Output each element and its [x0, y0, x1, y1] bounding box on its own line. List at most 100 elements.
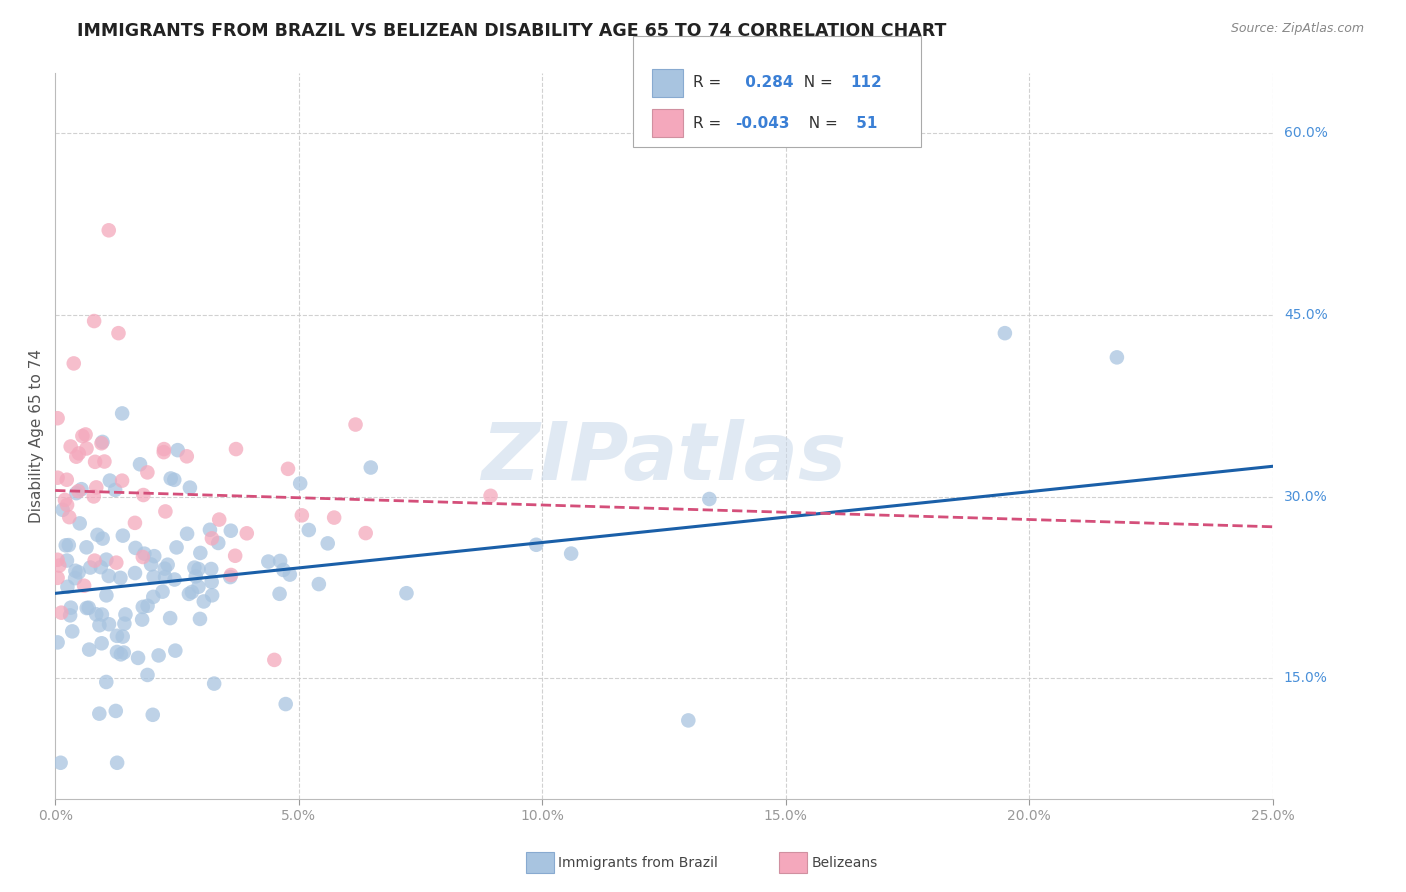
Point: [208, 512, 231, 526]
Text: 45.0%: 45.0%: [1284, 308, 1327, 322]
Point: [104, 483, 127, 497]
Point: [479, 489, 502, 503]
Point: [188, 546, 211, 560]
Point: [183, 560, 205, 574]
Point: [560, 547, 582, 561]
Point: [354, 526, 377, 541]
Point: [153, 561, 176, 575]
Point: [142, 590, 165, 604]
Point: [152, 445, 174, 459]
Point: [187, 580, 209, 594]
Point: [84, 455, 107, 469]
Point: [63, 571, 86, 585]
Point: [105, 645, 128, 659]
Point: [274, 697, 297, 711]
Point: [678, 714, 700, 728]
Point: [76, 601, 98, 615]
Point: [193, 594, 215, 608]
Point: [52, 503, 75, 517]
Point: [219, 524, 242, 538]
Point: [46, 635, 69, 649]
Point: [105, 756, 128, 770]
Point: [104, 704, 127, 718]
Point: [153, 570, 176, 584]
Point: [58, 538, 80, 552]
Point: [136, 466, 159, 480]
Point: [111, 406, 134, 420]
Point: [49, 756, 72, 770]
Point: [77, 642, 100, 657]
Point: [110, 648, 132, 662]
Point: [59, 608, 82, 623]
Point: [46, 411, 69, 425]
Point: [124, 516, 146, 530]
Point: [1105, 351, 1128, 365]
Text: 30.0%: 30.0%: [1284, 490, 1327, 503]
Point: [360, 460, 382, 475]
Point: [114, 607, 136, 622]
Point: [132, 488, 155, 502]
Point: [198, 523, 221, 537]
Text: Source: ZipAtlas.com: Source: ZipAtlas.com: [1230, 22, 1364, 36]
Text: IMMIGRANTS FROM BRAZIL VS BELIZEAN DISABILITY AGE 65 TO 74 CORRELATION CHART: IMMIGRANTS FROM BRAZIL VS BELIZEAN DISAB…: [77, 22, 946, 40]
Point: [107, 326, 129, 340]
Point: [236, 526, 259, 541]
Point: [139, 558, 162, 572]
Point: [55, 473, 77, 487]
Text: Belizeans: Belizeans: [811, 855, 877, 870]
Point: [93, 454, 115, 468]
Point: [308, 577, 330, 591]
Point: [163, 573, 186, 587]
Point: [97, 223, 120, 237]
Point: [288, 476, 311, 491]
Point: [323, 510, 346, 524]
Point: [89, 706, 111, 721]
Point: [176, 526, 198, 541]
Point: [84, 480, 107, 494]
Point: [269, 554, 291, 568]
Point: [142, 707, 165, 722]
Point: [148, 648, 170, 663]
Point: [699, 491, 721, 506]
Point: [98, 617, 121, 632]
Point: [155, 504, 177, 518]
Point: [90, 560, 112, 574]
Point: [134, 547, 156, 561]
Point: [79, 560, 101, 574]
Point: [316, 536, 339, 550]
Point: [257, 555, 280, 569]
Point: [65, 486, 87, 500]
Point: [159, 611, 181, 625]
Point: [124, 566, 146, 580]
Text: Immigrants from Brazil: Immigrants from Brazil: [558, 855, 718, 870]
Point: [56, 498, 79, 512]
Point: [136, 668, 159, 682]
Point: [291, 508, 314, 523]
Point: [91, 532, 114, 546]
Point: [263, 653, 285, 667]
Point: [131, 613, 153, 627]
Point: [111, 528, 134, 542]
Point: [156, 558, 179, 572]
Point: [53, 492, 76, 507]
Point: [111, 474, 134, 488]
Point: [177, 587, 200, 601]
Point: [70, 482, 93, 496]
Point: [90, 436, 112, 450]
Point: [83, 490, 105, 504]
Point: [73, 579, 96, 593]
Point: [344, 417, 367, 432]
Point: [51, 606, 73, 620]
Point: [298, 523, 321, 537]
Point: [86, 528, 108, 542]
Point: [112, 646, 135, 660]
Point: [105, 556, 128, 570]
Point: [67, 446, 90, 460]
Text: ZIPatlas: ZIPatlas: [481, 419, 846, 497]
Point: [143, 549, 166, 564]
Point: [124, 541, 146, 555]
Point: [142, 570, 165, 584]
Point: [201, 531, 224, 545]
Point: [111, 630, 134, 644]
Point: [76, 442, 98, 456]
